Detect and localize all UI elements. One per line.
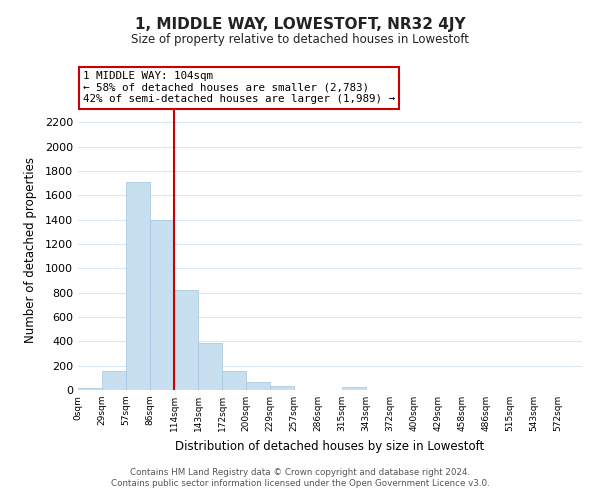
Bar <box>78 388 102 390</box>
Bar <box>102 371 126 390</box>
Text: Contains HM Land Registry data © Crown copyright and database right 2024.
Contai: Contains HM Land Registry data © Crown c… <box>110 468 490 487</box>
Text: 1 MIDDLE WAY: 104sqm
← 58% of detached houses are smaller (2,783)
42% of semi-de: 1 MIDDLE WAY: 104sqm ← 58% of detached h… <box>83 71 395 104</box>
Bar <box>126 182 150 390</box>
Bar <box>174 290 198 390</box>
Bar <box>198 343 222 390</box>
Y-axis label: Number of detached properties: Number of detached properties <box>23 157 37 343</box>
Bar <box>270 386 294 390</box>
Bar <box>246 382 270 390</box>
Text: 1, MIDDLE WAY, LOWESTOFT, NR32 4JY: 1, MIDDLE WAY, LOWESTOFT, NR32 4JY <box>134 18 466 32</box>
Bar <box>342 387 366 390</box>
Text: Size of property relative to detached houses in Lowestoft: Size of property relative to detached ho… <box>131 32 469 46</box>
Bar <box>150 220 174 390</box>
Bar <box>222 370 246 390</box>
X-axis label: Distribution of detached houses by size in Lowestoft: Distribution of detached houses by size … <box>175 440 485 452</box>
